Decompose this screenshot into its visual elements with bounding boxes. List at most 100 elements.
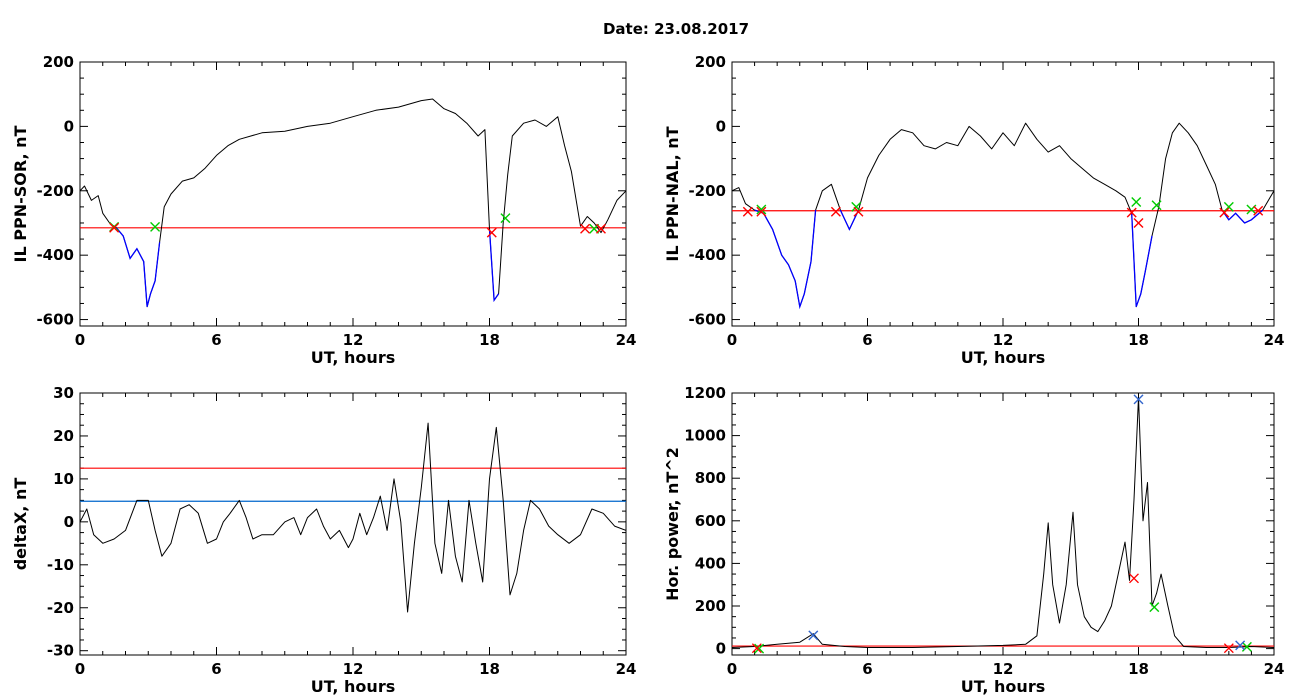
start-marker-stroke-b [851, 201, 862, 212]
start-marker [1149, 602, 1160, 613]
end-marker [853, 206, 864, 217]
x-tick-label: 18 [1128, 331, 1149, 349]
series-line [732, 396, 1274, 648]
end-marker-stroke-b [1219, 207, 1230, 218]
x-tick-label: 18 [479, 660, 500, 678]
plot-data [732, 122, 1274, 310]
end-marker-stroke-b [1253, 205, 1264, 216]
end-marker [751, 643, 762, 654]
x-axis-title: UT, hours [961, 348, 1045, 367]
x-tick-label: 18 [479, 331, 500, 349]
y-axis-title: IL PPN-NAL, nT [663, 126, 682, 261]
start-marker [756, 204, 767, 215]
end-marker [1126, 207, 1137, 218]
y-tick-label: -600 [36, 311, 74, 329]
y-axis-title: deltaX, nT [11, 478, 30, 571]
end-marker [109, 222, 120, 233]
start-marker-stroke-b [150, 221, 161, 232]
end-marker-stroke-b [580, 223, 591, 234]
y-tick-label: 0 [64, 117, 74, 135]
end-marker-stroke-b [1223, 643, 1234, 654]
end-marker-stroke-b [1133, 217, 1144, 228]
y-axis-title: Hor. power, nT^2 [663, 447, 682, 601]
plot-data [80, 98, 626, 308]
x-tick-label: 6 [862, 660, 872, 678]
x-tick-label: 0 [75, 660, 85, 678]
end-marker [1133, 217, 1144, 228]
x-axis-title: UT, hours [311, 348, 395, 367]
x-tick-label: 0 [727, 660, 737, 678]
end-marker [486, 227, 497, 238]
end-marker-stroke-b [853, 206, 864, 217]
plot-frame [731, 392, 1275, 656]
end-marker-stroke-b [830, 206, 841, 217]
start-marker [1151, 200, 1162, 211]
plot-frame [731, 61, 1275, 327]
start-marker-stroke-b [1223, 201, 1234, 212]
end-marker [756, 206, 767, 217]
series-below-threshold [754, 209, 817, 310]
x-tick-label: 24 [1264, 660, 1285, 678]
x-tick-label: 6 [211, 660, 221, 678]
series-below-threshold [488, 229, 500, 303]
y-tick-label: -20 [47, 599, 74, 617]
panel-sor: 0 6 12 18 24 200 0 -200 -400 -600 UT, hours IL PPN-… [11, 53, 636, 367]
series-line [732, 122, 1274, 308]
panel-power: 0 6 12 18 24 1200 1000 800 600 400 200 0 UT, hours Ho… [663, 384, 1284, 696]
x-tick-label: 24 [1264, 331, 1285, 349]
peak-marker [808, 630, 819, 641]
y-tick-label: 200 [695, 53, 726, 71]
y-tick-label: -30 [47, 642, 74, 660]
series-line [80, 422, 626, 613]
series-below-threshold [1131, 213, 1153, 307]
y-tick-label: -200 [688, 182, 726, 200]
end-marker-stroke-b [486, 227, 497, 238]
x-tick-label: 18 [1128, 660, 1149, 678]
figure-title: Date: 23.08.2017 [603, 20, 749, 38]
y-tick-label: 800 [695, 469, 726, 487]
end-marker-stroke-b [751, 643, 762, 654]
x-tick-label: 12 [343, 331, 364, 349]
y-tick-label: -400 [36, 246, 74, 264]
series-below-threshold [1221, 209, 1264, 224]
end-marker [742, 206, 753, 217]
plot-frame [79, 61, 627, 327]
y-tick-label: 600 [695, 512, 726, 530]
x-tick-label: 24 [616, 331, 637, 349]
y-tick-label: 10 [53, 470, 74, 488]
y-tick-label: 30 [53, 384, 74, 402]
peak-marker-stroke-b [1235, 640, 1246, 651]
panel-deltax: 0 6 12 18 24 30 20 10 0 -10 -20 -30 UT, hours deltaX,… [11, 384, 636, 696]
plot-data [732, 394, 1274, 654]
y-tick-label: 200 [43, 53, 74, 71]
x-axis-title: UT, hours [311, 677, 395, 696]
end-marker-stroke-b [109, 222, 120, 233]
y-tick-label: 0 [716, 640, 726, 658]
start-marker [1223, 201, 1234, 212]
end-marker [595, 223, 606, 234]
y-tick-label: 400 [695, 554, 726, 572]
plot-data [80, 422, 626, 613]
start-marker [851, 201, 862, 212]
end-marker-stroke-b [595, 223, 606, 234]
start-marker-stroke-b [1149, 602, 1160, 613]
y-tick-label: 0 [716, 117, 726, 135]
series-below-threshold [115, 227, 161, 307]
end-marker-stroke-b [756, 206, 767, 217]
end-marker [1219, 207, 1230, 218]
y-tick-label: -200 [36, 182, 74, 200]
end-marker [580, 223, 591, 234]
peak-marker-stroke-b [1133, 394, 1144, 405]
y-tick-label: 1200 [684, 384, 726, 402]
x-tick-label: 12 [343, 660, 364, 678]
end-marker-stroke-b [1126, 207, 1137, 218]
panel-nal: 0 6 12 18 24 200 0 -200 -400 -600 UT, hours IL PPN-… [663, 53, 1284, 367]
start-marker-stroke-b [1131, 197, 1142, 208]
start-marker [500, 213, 511, 224]
y-tick-label: 200 [695, 597, 726, 615]
x-tick-label: 12 [993, 331, 1014, 349]
end-marker-stroke-b [742, 206, 753, 217]
y-axis-title: IL PPN-SOR, nT [11, 125, 30, 262]
start-marker [1131, 197, 1142, 208]
x-tick-label: 12 [993, 660, 1014, 678]
